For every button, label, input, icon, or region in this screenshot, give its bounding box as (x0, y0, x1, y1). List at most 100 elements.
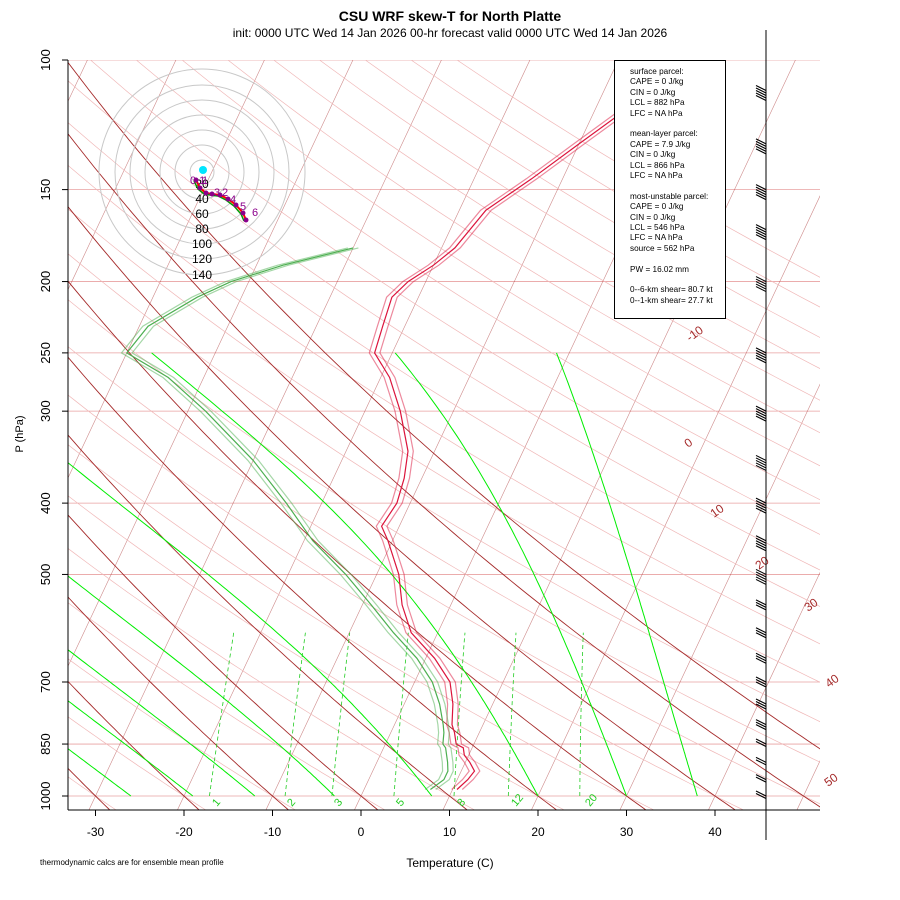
moist-adiabat (68, 700, 194, 797)
y-axis-label: P (hPa) (14, 415, 26, 453)
dry-adiabat (68, 394, 745, 810)
wind-barb (755, 283, 767, 290)
isotherm-line (796, 760, 820, 810)
footnote: thermodynamic calcs are for ensemble mea… (40, 858, 224, 867)
wind-barb (755, 226, 767, 233)
sounding-profiles (120, 89, 672, 790)
mixing-ratio-line (579, 632, 584, 796)
hodograph-point-label: 2 (222, 187, 228, 199)
wind-barb (755, 186, 767, 193)
isotherm-label: 0 (682, 435, 696, 450)
dry-adiabat (227, 60, 820, 434)
dewpoint-profile (125, 247, 449, 790)
wind-barb (755, 347, 767, 354)
mixing-ratio-line (453, 632, 466, 797)
hodograph-point (225, 196, 231, 202)
reference-curve (68, 434, 468, 810)
hodograph-point (209, 191, 215, 197)
wind-barb (755, 138, 767, 145)
x-tick-label: -20 (175, 825, 193, 839)
hodograph-point (233, 202, 239, 208)
temperature-profile (368, 89, 661, 790)
parcel-info-box: surface parcel: CAPE = 0 J/kg CIN = 0 J/… (614, 60, 726, 319)
wind-barb (755, 352, 767, 359)
wind-barb (755, 601, 767, 608)
hodograph-ring (159, 129, 245, 215)
wind-barb (755, 140, 767, 147)
wind-barb (755, 535, 767, 542)
wind-barb (755, 703, 767, 710)
isotherm-line (531, 195, 820, 810)
wind-barb (755, 676, 767, 683)
moist-adiabat (151, 352, 539, 797)
isotherm-label: 30 (802, 595, 821, 614)
wind-barbs (755, 30, 767, 840)
wind-barb (755, 698, 767, 705)
wind-barb (755, 599, 767, 606)
dry-adiabat (90, 60, 820, 535)
surface-lfc: LFC = NA hPa (630, 108, 683, 118)
wind-barb (755, 741, 767, 748)
wind-barb (755, 497, 767, 504)
chart-subtitle: init: 0000 UTC Wed 14 Jan 2026 00-hr for… (232, 26, 668, 40)
background-grid (68, 60, 820, 810)
wind-barb (755, 184, 767, 191)
surface-parcel-header: surface parcel: (630, 67, 684, 76)
wind-barb (755, 191, 767, 198)
wind-barb (755, 408, 767, 415)
x-axis-label: Temperature (C) (406, 856, 494, 870)
mixing-ratio-label: 2 (285, 797, 298, 809)
x-tick-label: 30 (620, 825, 634, 839)
wind-barb (755, 92, 767, 99)
dry-adiabat (68, 80, 820, 571)
hodograph-point-label: 6 (252, 207, 258, 219)
mixing-ratio-line (331, 632, 351, 797)
hodograph-ring (114, 84, 290, 260)
dewpoint-profile (131, 247, 454, 790)
wind-barb (755, 194, 767, 201)
reference-curve (68, 514, 379, 810)
isotherm-label: -10 (684, 323, 707, 345)
hodograph-point-label: 1 (202, 175, 208, 187)
y-tick-label: 250 (38, 342, 53, 364)
dry-adiabat (68, 602, 386, 810)
wind-barb (755, 505, 767, 512)
mu-cape: CAPE = 0 J/kg (630, 202, 684, 212)
mixing-ratio-line (393, 632, 409, 797)
hodograph-ring-label: 100 (192, 237, 212, 251)
meanlayer-parcel-header: mean-layer parcel: (630, 129, 698, 139)
wind-barb (755, 576, 767, 583)
hodograph-ring-label: 40 (195, 192, 209, 206)
dry-adiabat (68, 299, 820, 763)
wind-barb (755, 410, 767, 417)
hodograph-ring (174, 144, 230, 200)
wind-barb (755, 578, 767, 585)
hodograph-point (193, 177, 199, 183)
mixing-ratio-line (284, 632, 306, 797)
wind-barb (755, 776, 767, 783)
hodograph-point (203, 190, 209, 196)
hodograph-point-label: 0.1 (190, 175, 205, 187)
wind-barb (755, 87, 767, 94)
x-tick-label: -10 (264, 825, 282, 839)
dry-adiabat (181, 60, 820, 467)
reference-curve (68, 61, 820, 750)
x-tick-label: 10 (443, 825, 457, 839)
hodograph-point-label: 5 (240, 201, 246, 213)
wind-barb (755, 415, 767, 422)
wind-barb (755, 571, 767, 578)
isotherm-line (177, 60, 531, 810)
wind-barb (755, 759, 767, 766)
wind-barb (755, 462, 767, 469)
mu-parcel-header: most-unstable parcel: (630, 191, 709, 201)
wind-barb (755, 234, 767, 241)
meanlayer-lcl: LCL = 866 hPa (630, 160, 685, 170)
hodograph-ring-label: 140 (192, 268, 212, 282)
wind-barb (755, 738, 767, 745)
x-tick-label: 20 (531, 825, 545, 839)
hodograph-ring (189, 159, 215, 185)
dry-adiabat (68, 548, 476, 810)
dry-adiabat (273, 60, 820, 401)
wind-barb (755, 145, 767, 152)
isotherm-line (68, 60, 177, 291)
